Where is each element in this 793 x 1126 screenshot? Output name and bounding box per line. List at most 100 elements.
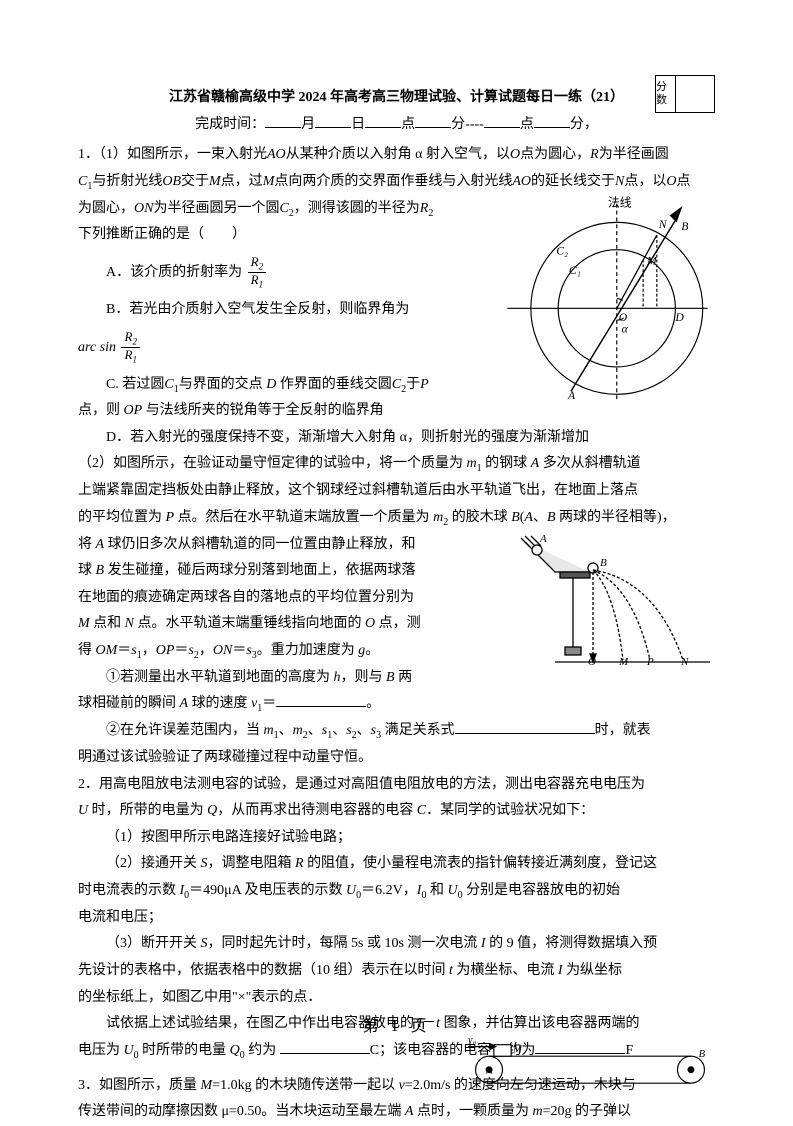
t: 的平均位置为 [78,510,166,525]
v: m [433,510,443,525]
lbl: C₁ [569,264,581,277]
q2-p1: （1）按图甲所示电路连接好试验电路； [78,825,715,852]
v: OP [124,403,143,418]
q2-p2l1: （2）接通开关 S，调整电阻箱 R 的阻值，使小量程电流表的指针偏转接近满刻度，… [78,851,715,878]
v: A [524,510,533,525]
v: U [124,1043,134,1058]
t: 、 [279,723,293,738]
q1p2-q2: 球相碰前的瞬间 A 球的速度 v1＝。 [78,691,715,718]
v: N [615,174,624,189]
t: 点时，一颗质量为 [413,1104,532,1119]
q1-line1: 1．（1）如图所示，一束入射光AO从某种介质以入射角 α 射入空气，以O点为圆心… [78,142,715,169]
q2-l1: 2．用高电阻放电法测电容的试验，是通过对高阻值电阻放电的方法，测出电容器充电电压… [78,772,715,799]
t: 1．（1）如图所示，一束入射光 [78,147,267,162]
t: ，调整电阻箱 [208,856,296,871]
q2-p3l1: （3）断开开关 S，同时起先计时，每隔 5s 或 10s 测一次电流 I 的 9… [78,931,715,958]
lbl: M [646,254,658,267]
t: A．该介质的折射率为 [106,265,242,280]
q1p2-l2: 上端紧靠固定挡板处由静止释放，这个钢球经过斜槽轨道后由水平轨道飞出，在地面上落点 [78,478,715,505]
t: 发生碰撞，碰后两球分别落到地面上，依据两球落 [104,563,416,578]
q1p2-q3: ②在允许误差范围内，当 m1、m2、s1、s2、s3 满足关系式时，就表 [78,718,715,745]
t: 球仍旧多次从斜槽轨道的同一位置由静止释放，和 [104,537,416,552]
v: D [266,377,276,392]
t: 传送带间的动摩擦因数 μ=0.50。当木块运动至最左端 [78,1104,405,1119]
t: =20g 的子弹以 [543,1104,631,1119]
t: （2）如图所示，在验证动量守恒定律的试验中，将一个质量为 [78,456,467,471]
q1p2-l1: （2）如图所示，在验证动量守恒定律的试验中，将一个质量为 m1 的钢球 A 多次… [78,451,715,478]
v: N [125,616,134,631]
t: 点 [677,174,691,189]
v: OM [96,643,118,658]
t: （3）断开开关 [106,936,201,951]
v: ON [134,201,153,216]
v: P [166,510,175,525]
t: 、 [357,723,371,738]
t: 时所带的电量 [139,1043,230,1058]
t: （2）接通开关 [106,856,201,871]
t: 点。然后在水平轨道末端放置一个质量为 [174,510,433,525]
v: M [209,174,221,189]
t: ， [199,643,213,658]
t: 约为 [245,1043,280,1058]
page-number: 第 1 页 [0,1012,793,1042]
t: ．某同学的试验状况如下： [426,803,594,818]
q2-p3l3: 的坐标纸上，如图乙中用"×"表示的点． [78,985,715,1012]
t: 为纵坐标 [563,963,623,978]
q2-p3l2: 先设计的表格中，依据表格中的数据（10 组）表示在以时间 t 为横坐标、电流 I… [78,958,715,985]
t: 。 [365,643,379,658]
t: 点为圆心， [520,147,590,162]
t: ＝ [232,643,246,658]
main-title: 江苏省赣榆高级中学 2024 年高考高三物理试验、计算试题每日一练（21） [169,90,624,105]
t: 点和 [90,616,125,631]
v: m [467,456,477,471]
t: 为横坐标、电流 [453,963,558,978]
q1p2-q4: 明通过该试验验证了两球碰撞过程中动量守恒。 [78,745,715,772]
v: C [279,201,288,216]
completion-line: 完成时间：月日点分----点分， [78,112,715,139]
t: 为半径画圆另一个圆 [153,201,279,216]
q1-line2: C1与折射光线OB交于M点，过M点向两介质的交界面作垂线与入射光线AO的延长线交… [78,169,715,196]
t: 球的速度 [188,696,251,711]
v: O [666,174,676,189]
score-box: 分数 [655,75,715,113]
v: B [511,510,520,525]
lbl: O [588,656,596,667]
t: 球相碰前的瞬间 [78,696,180,711]
t: ②在允许误差范围内，当 [106,723,264,738]
t: ＝490μA 及电压表的示数 [189,883,346,898]
lbl: A [567,389,576,402]
t: ，测得该圆的半径为 [294,201,420,216]
content: 1．（1）如图所示，一束入射光AO从某种介质以入射角 α 射入空气，以O点为圆心… [78,142,715,1126]
v: arc sin [78,340,116,355]
q2-p2l2: 时电流表的示数 I0＝490μA 及电压表的示数 U0＝6.2V，I0 和 U0… [78,878,715,905]
figure-refraction-circle: 法线 N B M C₂ C₁ O D α A [500,196,715,406]
lbl: M [618,656,629,667]
v: Q [230,1043,240,1058]
v: C [392,377,401,392]
t: 点，以 [624,174,666,189]
v: U [78,803,88,818]
lbl: A [539,533,547,545]
t: 两 [395,670,413,685]
v: B [547,510,556,525]
v: U [346,883,356,898]
v: C [164,377,173,392]
lbl: B [681,220,688,233]
t: 时，就表 [595,723,651,738]
t: 分别是电容器放电的初始 [463,883,621,898]
v: O [365,616,375,631]
t: 电压为 [78,1043,124,1058]
v: O [510,147,520,162]
t: 交于 [181,174,209,189]
t: 将 [78,537,96,552]
v: m [532,1104,542,1119]
lbl: P [646,656,654,667]
t: 的胶木球 [448,510,511,525]
v: OB [162,174,181,189]
q2-p2l3: 电流和电压； [78,905,715,932]
v: Q [207,803,217,818]
c-f1: 分---- [451,117,484,132]
t: 先设计的表格中，依据表格中的数据（10 组）表示在以时间 [78,963,449,978]
t: 的钢球 [482,456,531,471]
v: A [96,537,105,552]
